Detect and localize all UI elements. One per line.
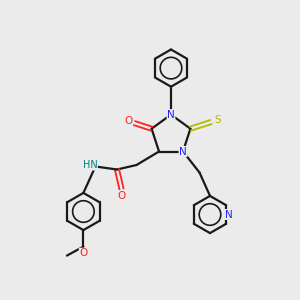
Text: O: O	[117, 190, 126, 201]
Text: O: O	[79, 248, 88, 258]
Text: O: O	[124, 116, 132, 126]
Text: N: N	[225, 209, 232, 220]
Text: S: S	[214, 115, 220, 125]
Text: N: N	[179, 146, 187, 157]
Text: HN: HN	[82, 160, 98, 170]
Text: N: N	[167, 110, 175, 120]
